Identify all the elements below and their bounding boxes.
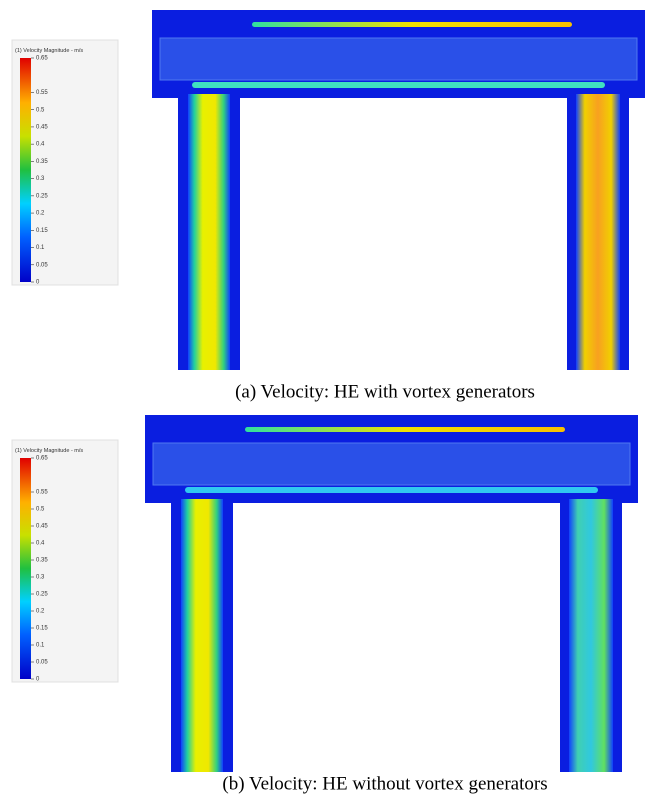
tick-label: 0.1 xyxy=(36,643,45,649)
caption: (b) Velocity: HE without vortex generato… xyxy=(222,773,547,794)
tick-label: 0.3 xyxy=(36,176,45,182)
tick-label: 0.5 xyxy=(36,107,45,113)
tick-label: 0.2 xyxy=(36,211,45,217)
tick-label: 0.5 xyxy=(36,507,45,513)
contour-image xyxy=(145,415,638,772)
tick-label: 0.45 xyxy=(36,524,48,530)
tick-label: 0.45 xyxy=(36,125,48,131)
tick-label: 0.4 xyxy=(36,142,45,148)
legend: (1) Velocity Magnitude - m/s 0.65 0.55 0.5 0… xyxy=(12,440,118,683)
interior xyxy=(233,511,560,772)
tick-label: 0.4 xyxy=(36,541,45,547)
interior xyxy=(240,106,567,370)
header-lower-band xyxy=(192,82,605,88)
tick-label: 0.15 xyxy=(36,228,48,234)
figure: (1) Velocity Magnitude - m/s 0.65 0.55 0.5 0… xyxy=(0,0,654,799)
left-leg-flow xyxy=(188,94,230,370)
legend-title: (1) Velocity Magnitude - m/s xyxy=(15,48,83,54)
header-inner xyxy=(160,38,637,80)
tick-label: 0.25 xyxy=(36,592,48,598)
color-bar xyxy=(20,458,31,679)
tick-label: 0.35 xyxy=(36,159,48,165)
color-bar xyxy=(20,58,31,282)
outer-right xyxy=(622,511,638,772)
header-inner xyxy=(153,443,630,485)
tick-label: 0.65 xyxy=(36,56,48,62)
tick-label: 0.2 xyxy=(36,609,45,615)
tick-label: 0.55 xyxy=(36,490,48,496)
tick-label: 0.55 xyxy=(36,90,48,96)
tick-label: 0.25 xyxy=(36,193,48,199)
tick-label: 0.35 xyxy=(36,558,48,564)
right-leg-flow xyxy=(569,499,613,772)
outer-left xyxy=(152,106,178,370)
contour-image xyxy=(152,10,645,370)
outer-left xyxy=(145,511,171,772)
header-streak xyxy=(252,22,572,27)
tick-label: 0.15 xyxy=(36,626,48,632)
tick-label: 0.05 xyxy=(36,262,48,268)
tick-label: 0.1 xyxy=(36,245,45,251)
right-leg-flow xyxy=(576,94,620,370)
tick-label: 0.3 xyxy=(36,575,45,581)
tick-label: 0.05 xyxy=(36,660,48,666)
outer-right xyxy=(629,106,645,370)
tick-label: 0.65 xyxy=(36,456,48,462)
caption: (a) Velocity: HE with vortex generators xyxy=(235,381,535,402)
legend: (1) Velocity Magnitude - m/s 0.65 0.55 0.5 0… xyxy=(12,40,118,286)
header-lower-band xyxy=(185,487,598,493)
header-streak xyxy=(245,427,565,432)
left-leg-flow xyxy=(181,499,223,772)
legend-title: (1) Velocity Magnitude - m/s xyxy=(15,448,83,454)
